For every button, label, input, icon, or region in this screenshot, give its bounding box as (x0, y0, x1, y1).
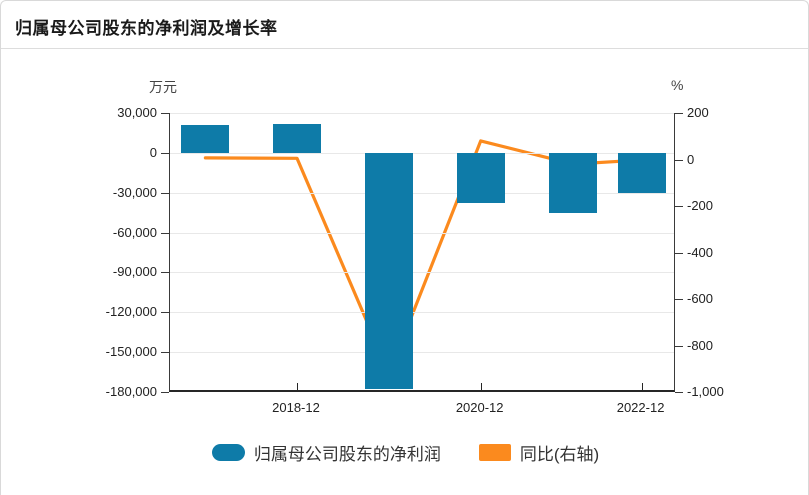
left-axis-tick-label: 30,000 (117, 105, 157, 120)
x-axis-tick (297, 383, 298, 390)
x-axis-tick-label: 2020-12 (455, 400, 504, 415)
right-axis-tick-label: 200 (687, 105, 709, 120)
x-axis-tick-label: 2018-12 (272, 400, 320, 415)
left-axis-tick (161, 232, 169, 234)
bar-2018-12[interactable] (273, 123, 321, 153)
right-axis-tick-label: -400 (687, 244, 714, 260)
gridline (170, 352, 674, 354)
right-axis-tick (675, 392, 683, 393)
right-axis-tick (675, 159, 683, 161)
left-axis-tick (161, 272, 169, 274)
right-axis-unit-label: % (671, 77, 684, 93)
left-axis-tick (161, 312, 169, 314)
right-axis-tick (675, 299, 683, 300)
bar-2022-12[interactable] (617, 152, 666, 193)
left-axis-tick (161, 392, 169, 393)
left-axis-tick-label: -30,000 (112, 184, 157, 200)
gridline (170, 113, 674, 114)
card-header: 归属母公司股东的净利润及增长率 (1, 1, 808, 49)
left-axis-tick (161, 113, 169, 114)
right-axis-tick-label: -1,000 (687, 384, 724, 399)
yoy-legend-label: 同比(右轴) (519, 445, 600, 464)
x-axis-tick-label: 2022-12 (616, 400, 665, 415)
left-axis-unit-label: 万元 (149, 79, 177, 95)
gridline (170, 272, 674, 274)
right-axis-tick (675, 345, 683, 347)
right-axis-tick (675, 113, 683, 114)
left-axis-tick-label: -90,000 (112, 264, 157, 280)
plot-area (161, 113, 683, 393)
gridline (170, 312, 674, 314)
gridline (170, 152, 674, 154)
legend-item-yoy[interactable]: 同比(右轴) (478, 440, 600, 465)
bar-2020-12[interactable] (456, 152, 505, 204)
chart-region: 万元 % 归属母公司股东的净利润 同比(右轴) 30,000 0 -30,000 -6… (1, 49, 808, 495)
growth-line-chart (203, 139, 644, 375)
x-axis-tick (480, 383, 482, 390)
net-profit-legend-label: 归属母公司股东的净利润 (253, 445, 441, 464)
right-axis-tick-label: -600 (687, 291, 714, 306)
gridline (170, 192, 674, 194)
x-axis-tick (641, 383, 643, 390)
net-profit-legend-swatch (211, 444, 245, 461)
chart-title: 归属母公司股东的净利润及增长率 (15, 19, 278, 38)
gridline (170, 232, 674, 234)
left-axis-tick (161, 152, 169, 154)
right-axis-tick-label: -200 (687, 198, 714, 213)
right-axis-tick-label: 0 (687, 151, 695, 167)
right-axis-tick (675, 252, 683, 254)
legend-item-net-profit[interactable]: 归属母公司股东的净利润 (211, 440, 441, 465)
right-axis-tick (675, 206, 683, 207)
left-axis-tick-label: -150,000 (105, 344, 157, 360)
left-axis-tick-label: -60,000 (112, 224, 157, 240)
left-axis-tick-label: -180,000 (105, 384, 157, 399)
yoy-legend-swatch (478, 444, 511, 461)
left-axis-tick (161, 352, 169, 354)
chart-legend: 归属母公司股东的净利润 同比(右轴) (1, 440, 808, 465)
bar-2021-12[interactable] (548, 152, 597, 214)
bar-2019-12[interactable] (365, 152, 414, 389)
left-axis-tick (161, 192, 169, 194)
left-axis-tick-label: 0 (149, 144, 157, 160)
left-axis-tick-label: -120,000 (105, 304, 157, 320)
right-axis-tick-label: -800 (687, 337, 714, 353)
bar-2017-12[interactable] (181, 125, 230, 153)
